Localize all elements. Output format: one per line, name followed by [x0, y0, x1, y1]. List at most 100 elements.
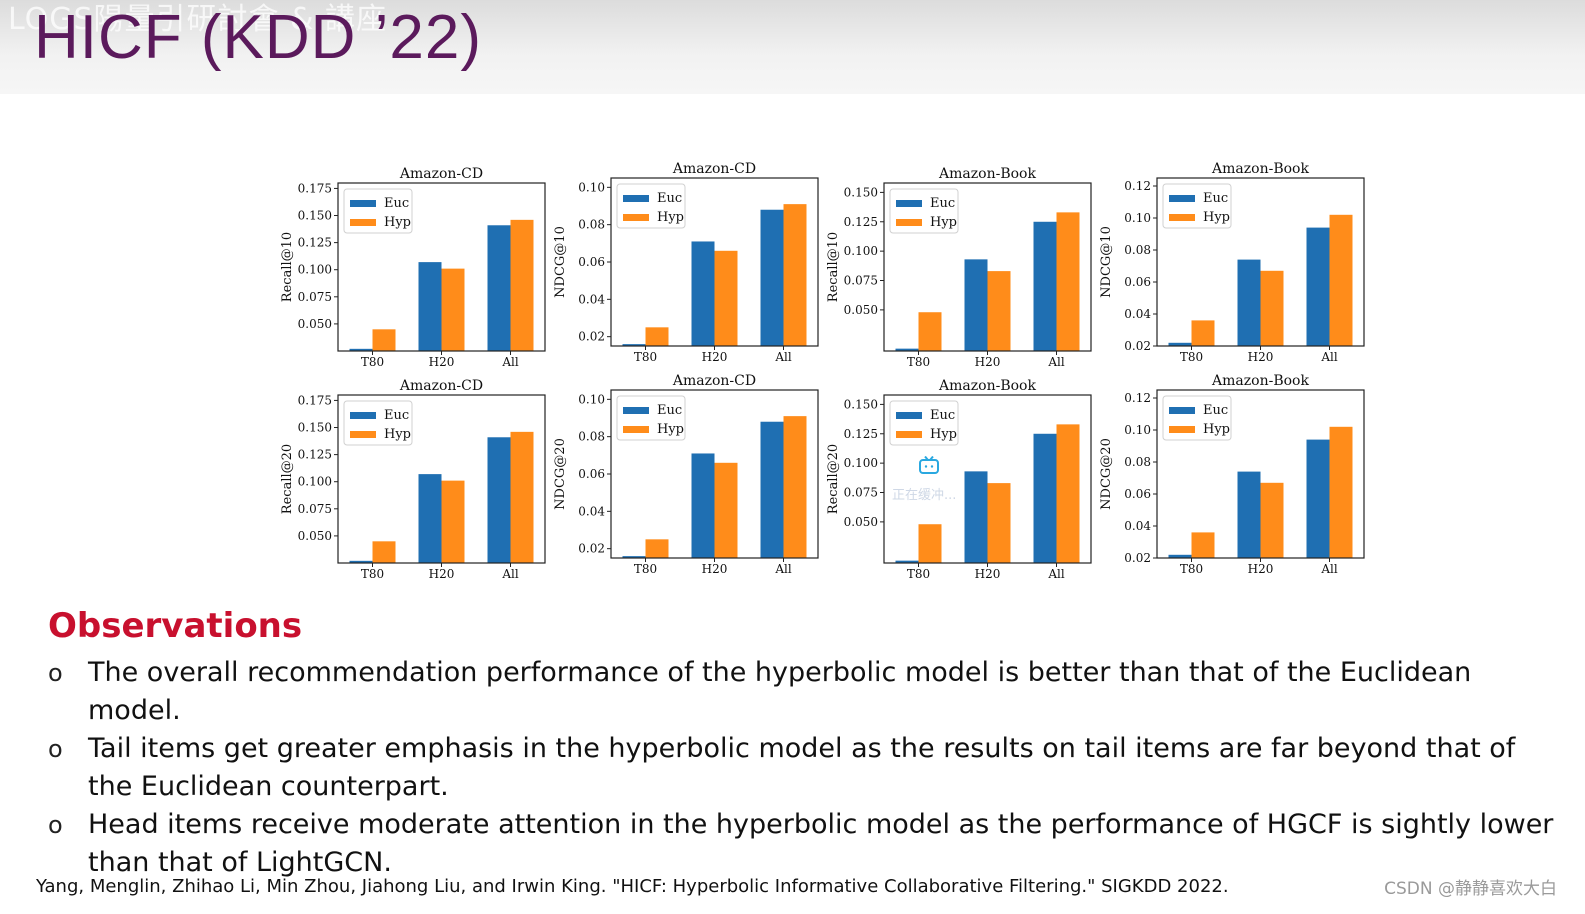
y-tick-label: 0.08	[578, 430, 605, 444]
y-tick-label: 0.04	[578, 504, 605, 518]
bar-euc	[487, 225, 511, 351]
chart-title: Amazon-Book	[1211, 373, 1309, 389]
y-tick-label: 0.100	[298, 475, 332, 489]
y-tick-label: 0.125	[844, 215, 878, 229]
tv-icon[interactable]	[918, 455, 940, 474]
x-tick-label: T80	[907, 355, 930, 369]
plot-frame	[610, 177, 819, 347]
y-tick-label: 0.06	[1124, 487, 1151, 501]
y-tick-label: 0.12	[1124, 179, 1151, 193]
bar-euc	[760, 209, 784, 346]
y-tick-label: 0.150	[298, 421, 332, 435]
y-tick-label: 0.150	[844, 185, 878, 199]
chart-6: Amazon-CD 0.02 0.04 0.06 0.08 0.10 NDCG@20 T80 H…	[553, 373, 819, 576]
bar-euc	[1306, 227, 1330, 346]
bar-euc	[1033, 433, 1057, 563]
legend-label: Hyp	[657, 422, 684, 437]
chart-1: Amazon-CD 0.050 0.075 0.100 0.125 0.150 0.175 R…	[280, 166, 546, 369]
legend-label: Hyp	[384, 427, 411, 442]
slide-header: LOGS陽量引研討會 & 講座 HICF (KDD ’22)	[0, 0, 1585, 94]
legend-swatch-hyp	[350, 431, 376, 438]
legend-swatch-euc	[350, 200, 376, 207]
legend-swatch-euc	[1169, 195, 1195, 202]
legend-label: Hyp	[657, 210, 684, 225]
legend-label: Euc	[384, 408, 409, 423]
reference-citation: Yang, Menglin, Zhihao Li, Min Zhou, Jiah…	[36, 876, 1229, 897]
y-axis-label: Recall@20	[280, 444, 295, 514]
bar-hyp	[441, 480, 465, 563]
y-tick-label: 0.050	[298, 529, 332, 543]
bar-euc	[895, 348, 919, 351]
x-tick-label: H20	[702, 350, 728, 364]
x-tick-label: T80	[1180, 350, 1203, 364]
x-tick-label: T80	[634, 350, 657, 364]
y-tick-label: 0.02	[578, 330, 605, 344]
x-tick-label: H20	[975, 355, 1001, 369]
y-tick-label: 0.075	[298, 502, 332, 516]
bar-euc	[349, 560, 373, 563]
plot-frame	[1156, 177, 1365, 347]
bar-hyp	[918, 524, 942, 563]
x-tick-label: T80	[907, 567, 930, 581]
bar-euc	[1237, 471, 1261, 558]
bar-hyp	[645, 539, 669, 558]
chart-8: Amazon-Book 0.02 0.04 0.06 0.08 0.10 0.12 NDCG@…	[1099, 373, 1365, 576]
legend-label: Euc	[384, 196, 409, 211]
bar-hyp	[645, 327, 669, 346]
x-tick-label: All	[774, 562, 792, 576]
slide-title: HICF (KDD ’22)	[34, 3, 483, 72]
legend-label: Hyp	[1203, 422, 1230, 437]
legend-swatch-euc	[896, 200, 922, 207]
legend-swatch-hyp	[896, 431, 922, 438]
chart-2: Amazon-CD 0.02 0.04 0.06 0.08 0.10 NDCG@10 T80 H…	[553, 161, 819, 364]
x-tick-label: All	[1047, 567, 1065, 581]
plot-frame	[1156, 389, 1365, 559]
bar-hyp	[1056, 424, 1080, 563]
x-tick-label: H20	[1248, 562, 1274, 576]
legend-label: Euc	[930, 408, 955, 423]
bullet-icon: o	[48, 735, 63, 763]
observation-text: The overall recommendation performance o…	[88, 657, 1472, 726]
y-tick-label: 0.10	[578, 180, 605, 194]
x-tick-label: All	[774, 350, 792, 364]
y-tick-label: 0.075	[298, 290, 332, 304]
bar-euc	[622, 344, 646, 346]
y-tick-label: 0.04	[578, 292, 605, 306]
observation-item: o Head items receive moderate attention …	[48, 806, 1568, 882]
legend-label: Euc	[657, 191, 682, 206]
y-tick-label: 0.150	[298, 209, 332, 223]
y-axis-label: NDCG@20	[1099, 438, 1114, 510]
legend-swatch-hyp	[350, 219, 376, 226]
x-tick-label: H20	[429, 355, 455, 369]
legend-label: Hyp	[930, 215, 957, 230]
bar-hyp	[714, 250, 738, 346]
y-tick-label: 0.150	[844, 397, 878, 411]
bar-euc	[691, 241, 715, 346]
chart-4: Amazon-Book 0.02 0.04 0.06 0.08 0.10 0.12 NDCG@…	[1099, 161, 1365, 364]
bar-hyp	[1329, 426, 1353, 558]
legend-label: Euc	[1203, 403, 1228, 418]
plot-frame	[610, 389, 819, 559]
bar-hyp	[372, 541, 396, 563]
bar-euc	[964, 471, 988, 563]
y-tick-label: 0.125	[298, 236, 332, 250]
bar-hyp	[714, 462, 738, 558]
plot-frame	[337, 182, 546, 352]
x-tick-label: T80	[1180, 562, 1203, 576]
y-tick-label: 0.02	[1124, 339, 1151, 353]
chart-title: Amazon-CD	[672, 373, 756, 389]
legend-swatch-hyp	[1169, 426, 1195, 433]
legend-swatch-euc	[623, 195, 649, 202]
bar-hyp	[441, 268, 465, 351]
x-tick-label: All	[501, 355, 519, 369]
bar-euc	[349, 348, 373, 351]
legend-label: Hyp	[1203, 210, 1230, 225]
y-tick-label: 0.125	[844, 427, 878, 441]
x-tick-label: H20	[975, 567, 1001, 581]
chart-title: Amazon-CD	[399, 166, 483, 182]
x-tick-label: All	[1320, 350, 1338, 364]
bar-hyp	[372, 329, 396, 351]
legend-swatch-hyp	[623, 214, 649, 221]
x-tick-label: T80	[361, 355, 384, 369]
bar-hyp	[1260, 270, 1284, 346]
